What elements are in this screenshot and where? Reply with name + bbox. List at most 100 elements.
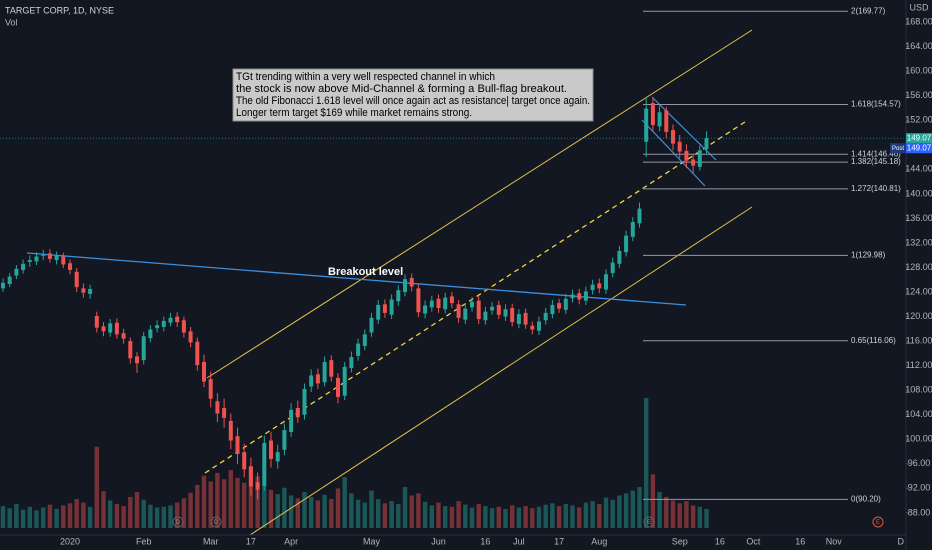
- volume-bar: [610, 499, 615, 528]
- volume-label: Vol: [5, 17, 18, 27]
- candle-body: [329, 360, 334, 377]
- candle-body: [168, 317, 173, 323]
- post-tag-box: [890, 143, 906, 154]
- fib-label: 1.618(154.57): [851, 100, 901, 109]
- candle-body: [530, 325, 535, 330]
- event-icon: [643, 516, 655, 528]
- volume-bar: [288, 495, 294, 528]
- volume-bar: [516, 507, 522, 528]
- volume-bar: [362, 502, 367, 528]
- x-tick-label: Oct: [746, 536, 761, 546]
- candle-body: [604, 274, 608, 290]
- volume-bar: [483, 506, 488, 528]
- candle-body: [503, 309, 508, 317]
- volume-bar: [456, 501, 461, 528]
- fib-layer: 2(169.77) 1.618(154.57) 1.414(146.46)1.382…: [643, 6, 901, 504]
- candle-body: [202, 361, 206, 382]
- candle-body: [456, 304, 461, 318]
- candle-body: [155, 325, 160, 329]
- candle-body: [356, 343, 361, 356]
- volume-bar: [255, 476, 260, 528]
- volume-bar: [67, 503, 73, 528]
- candle-body: [376, 304, 381, 320]
- y-tick-label: 108.00: [905, 385, 932, 395]
- volume-bar: [114, 503, 120, 528]
- volume-bar: [315, 500, 321, 528]
- candle-body: [235, 436, 240, 455]
- candle-body: [228, 420, 233, 441]
- volume-bar: [14, 503, 19, 528]
- y-tick-label: 116.00: [906, 335, 932, 345]
- candle-body: [175, 316, 180, 323]
- candle-body: [282, 430, 287, 450]
- y-tick-label: 120.00: [905, 311, 932, 321]
- candle-body: [94, 315, 99, 328]
- candle-body: [322, 361, 327, 383]
- candle-body: [128, 341, 133, 359]
- candle-body: [21, 263, 26, 270]
- volume-bar: [228, 470, 233, 528]
- candle-body: [181, 320, 186, 333]
- volume-bar: [416, 493, 421, 528]
- volume-bar: [389, 501, 394, 528]
- volume-bar: [603, 497, 609, 528]
- y-tick-label: 112.00: [906, 360, 932, 370]
- candle-body: [369, 317, 374, 333]
- candle-body: [34, 256, 39, 262]
- volume-bar: [382, 503, 388, 528]
- candle-body: [537, 321, 541, 331]
- y-tick-label: 128.00: [905, 262, 932, 272]
- volume-bar: [476, 503, 481, 528]
- volume-bar: [630, 490, 635, 528]
- volume-bar: [637, 487, 642, 528]
- volume-bar: [322, 494, 327, 528]
- candle-body: [577, 293, 582, 300]
- y-tick-label: 160.00: [905, 66, 932, 76]
- candle-body: [315, 374, 320, 384]
- candle-body: [470, 301, 474, 308]
- volume-bar: [409, 495, 414, 528]
- volume-bar: [87, 506, 93, 528]
- candle-body: [483, 311, 488, 321]
- volume-bar: [208, 481, 213, 528]
- post-label: Post: [892, 146, 904, 152]
- currency-label: USD: [909, 2, 929, 12]
- volume-bar: [644, 398, 649, 528]
- candle-body: [630, 222, 635, 237]
- volume-bar: [309, 496, 314, 528]
- channel-upper: [206, 29, 753, 379]
- x-tick-label: Feb: [136, 536, 152, 546]
- volume-bar: [215, 472, 220, 528]
- volume-bar: [235, 477, 240, 528]
- fib-label: 1.272(140.81): [851, 184, 901, 193]
- candle-body: [396, 290, 401, 302]
- volume-bar: [617, 495, 622, 528]
- volume-bar: [34, 510, 39, 528]
- volume-bar: [20, 509, 26, 528]
- volume-bar: [335, 488, 341, 528]
- y-tick-label: 88.00: [908, 507, 931, 517]
- event-icon: [210, 516, 222, 528]
- volume-bar: [128, 496, 133, 528]
- x-tick-label: Nov: [826, 536, 843, 546]
- candle-body: [342, 366, 347, 396]
- volume-bar: [275, 494, 280, 528]
- volume-bar: [74, 499, 79, 528]
- post-price-label: 149.07: [907, 143, 932, 152]
- volume-bar: [329, 499, 334, 528]
- candle-body: [543, 312, 548, 321]
- candle-body: [510, 307, 515, 323]
- volume-bar: [7, 508, 12, 528]
- candle-body: [54, 255, 59, 261]
- fib-label: 0.65(116.06): [851, 336, 896, 345]
- candle-body: [523, 312, 528, 325]
- x-tick-label: Apr: [284, 536, 298, 546]
- volume-layer: [0, 398, 709, 528]
- volume-bar: [148, 504, 153, 528]
- volume-bar: [577, 507, 582, 528]
- volume-bar: [597, 503, 602, 528]
- x-tick-label: 16: [715, 536, 725, 546]
- volume-bar: [489, 508, 495, 528]
- candle-body: [61, 256, 66, 265]
- x-tick-label: May: [363, 536, 381, 546]
